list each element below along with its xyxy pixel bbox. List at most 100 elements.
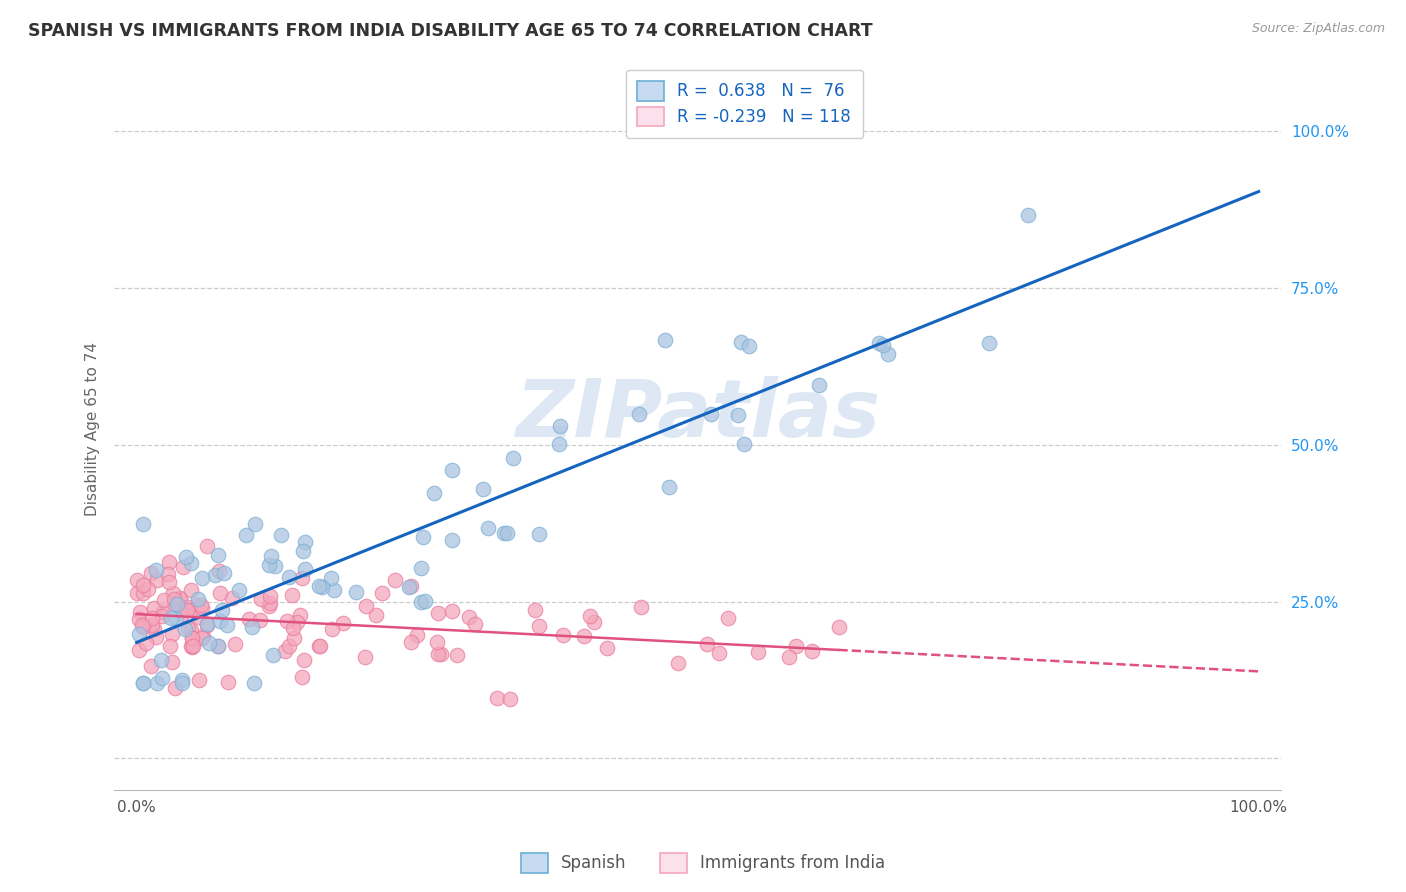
Point: [172, 559, 194, 574]
Point: [249, 614, 271, 628]
Point: [131, 516, 153, 531]
Point: [785, 639, 807, 653]
Point: [278, 639, 301, 653]
Point: [717, 611, 740, 625]
Point: [1017, 208, 1039, 222]
Point: [235, 528, 257, 542]
Point: [738, 339, 761, 353]
Point: [214, 566, 236, 580]
Point: [384, 573, 406, 587]
Point: [139, 658, 162, 673]
Point: [574, 629, 596, 643]
Point: [207, 640, 229, 654]
Point: [596, 640, 619, 655]
Point: [145, 563, 167, 577]
Point: [294, 562, 316, 576]
Point: [165, 612, 187, 626]
Point: [872, 338, 894, 352]
Point: [278, 570, 301, 584]
Point: [181, 639, 204, 653]
Point: [291, 670, 314, 684]
Text: ZIPatlas: ZIPatlas: [515, 376, 880, 454]
Point: [446, 648, 468, 663]
Point: [180, 557, 202, 571]
Point: [332, 616, 354, 631]
Point: [412, 530, 434, 544]
Point: [405, 628, 427, 642]
Point: [308, 579, 330, 593]
Point: [162, 586, 184, 600]
Point: [707, 646, 730, 660]
Point: [827, 620, 849, 634]
Point: [150, 609, 173, 624]
Point: [548, 419, 571, 434]
Point: [180, 639, 202, 653]
Point: [181, 632, 204, 646]
Point: [170, 607, 193, 622]
Point: [477, 520, 499, 534]
Point: [169, 591, 191, 606]
Point: [409, 561, 432, 575]
Point: [193, 629, 215, 643]
Point: [128, 605, 150, 619]
Point: [747, 645, 769, 659]
Point: [630, 599, 652, 614]
Point: [135, 636, 157, 650]
Y-axis label: Disability Age 65 to 74: Disability Age 65 to 74: [86, 343, 100, 516]
Point: [174, 623, 197, 637]
Point: [180, 623, 202, 637]
Point: [132, 586, 155, 600]
Point: [579, 609, 602, 624]
Point: [128, 643, 150, 657]
Point: [548, 437, 571, 451]
Point: [398, 580, 420, 594]
Point: [128, 612, 150, 626]
Point: [170, 673, 193, 687]
Point: [319, 571, 342, 585]
Point: [440, 463, 463, 477]
Point: [291, 571, 314, 585]
Point: [132, 620, 155, 634]
Point: [187, 591, 209, 606]
Point: [169, 591, 191, 606]
Legend: R =  0.638   N =  76, R = -0.239   N = 118: R = 0.638 N = 76, R = -0.239 N = 118: [626, 70, 863, 138]
Point: [163, 681, 186, 696]
Point: [159, 639, 181, 653]
Point: [209, 614, 232, 628]
Point: [399, 635, 422, 649]
Point: [696, 636, 718, 650]
Point: [502, 451, 524, 466]
Point: [207, 639, 229, 653]
Point: [145, 630, 167, 644]
Point: [274, 643, 297, 657]
Point: [160, 627, 183, 641]
Legend: Spanish, Immigrants from India: Spanish, Immigrants from India: [515, 847, 891, 880]
Point: [440, 533, 463, 548]
Point: [131, 618, 153, 632]
Point: [125, 586, 148, 600]
Point: [292, 544, 315, 558]
Point: [132, 676, 155, 690]
Point: [146, 676, 169, 690]
Point: [657, 480, 679, 494]
Text: SPANISH VS IMMIGRANTS FROM INDIA DISABILITY AGE 65 TO 74 CORRELATION CHART: SPANISH VS IMMIGRANTS FROM INDIA DISABIL…: [28, 22, 873, 40]
Point: [485, 690, 508, 705]
Point: [270, 528, 292, 542]
Point: [440, 604, 463, 618]
Point: [249, 592, 271, 607]
Point: [628, 407, 651, 421]
Point: [157, 567, 180, 582]
Point: [174, 549, 197, 564]
Point: [157, 555, 180, 569]
Point: [308, 639, 330, 653]
Point: [217, 674, 239, 689]
Point: [176, 599, 198, 614]
Point: [276, 615, 298, 629]
Point: [163, 597, 186, 611]
Point: [733, 437, 755, 451]
Point: [195, 539, 218, 553]
Point: [401, 579, 423, 593]
Point: [228, 582, 250, 597]
Point: [413, 593, 436, 607]
Point: [869, 335, 891, 350]
